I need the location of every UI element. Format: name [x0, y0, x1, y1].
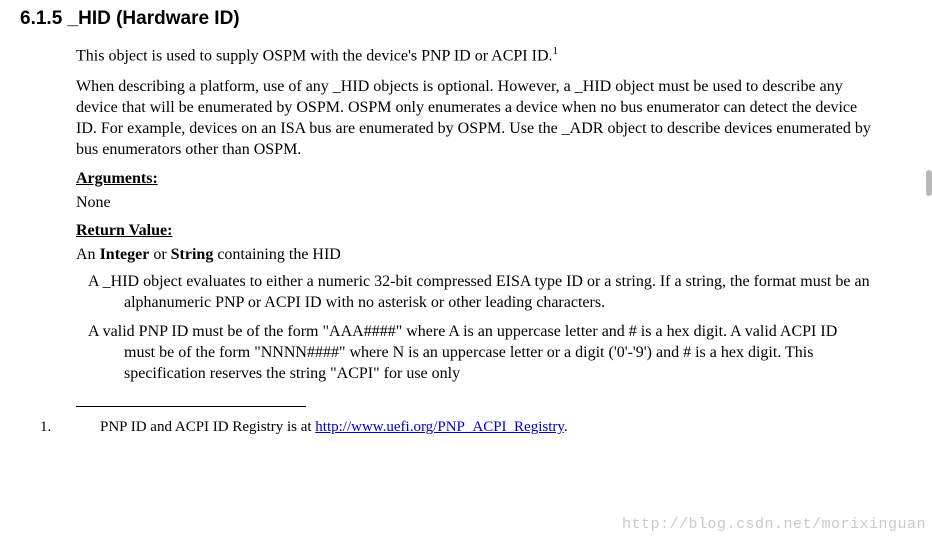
details-block: A _HID object evaluates to either a nume…	[88, 272, 872, 384]
return-integer-word: Integer	[100, 246, 150, 263]
footnote-tail: .	[564, 419, 568, 435]
footnote-number: 1.	[40, 419, 100, 436]
document-page: 6.1.5 _HID (Hardware ID) This object is …	[0, 0, 932, 539]
return-value-heading: Return Value:	[76, 222, 872, 240]
scrollbar-thumb[interactable]	[926, 170, 932, 196]
body-content: This object is used to supply OSPM with …	[76, 44, 872, 384]
intro-text: This object is used to supply OSPM with …	[76, 47, 553, 64]
footnote-link[interactable]: http://www.uefi.org/PNP_ACPI_Registry	[315, 419, 564, 435]
footnote-separator	[76, 406, 306, 407]
intro-paragraph: This object is used to supply OSPM with …	[76, 44, 872, 67]
watermark: http://blog.csdn.net/morixinguan	[622, 516, 926, 533]
return-suffix: containing the HID	[213, 246, 341, 263]
arguments-heading: Arguments:	[76, 170, 872, 188]
scrollbar-track	[926, 0, 932, 539]
section-heading: 6.1.5 _HID (Hardware ID)	[20, 8, 912, 30]
detail-paragraph-1: A _HID object evaluates to either a nume…	[88, 272, 872, 314]
footnote-prefix: PNP ID and ACPI ID Registry is at	[100, 419, 315, 435]
footnote-1: 1. PNP ID and ACPI ID Registry is at htt…	[20, 419, 912, 436]
footnote-text: PNP ID and ACPI ID Registry is at http:/…	[100, 419, 912, 436]
return-value-line: An Integer or String containing the HID	[76, 246, 872, 264]
description-paragraph: When describing a platform, use of any _…	[76, 77, 872, 160]
return-string-word: String	[171, 246, 214, 263]
detail-paragraph-2: A valid PNP ID must be of the form "AAA#…	[88, 322, 872, 384]
return-or: or	[149, 246, 170, 263]
footnote-ref-1: 1	[553, 45, 559, 57]
return-prefix: An	[76, 246, 100, 263]
arguments-value: None	[76, 194, 872, 212]
